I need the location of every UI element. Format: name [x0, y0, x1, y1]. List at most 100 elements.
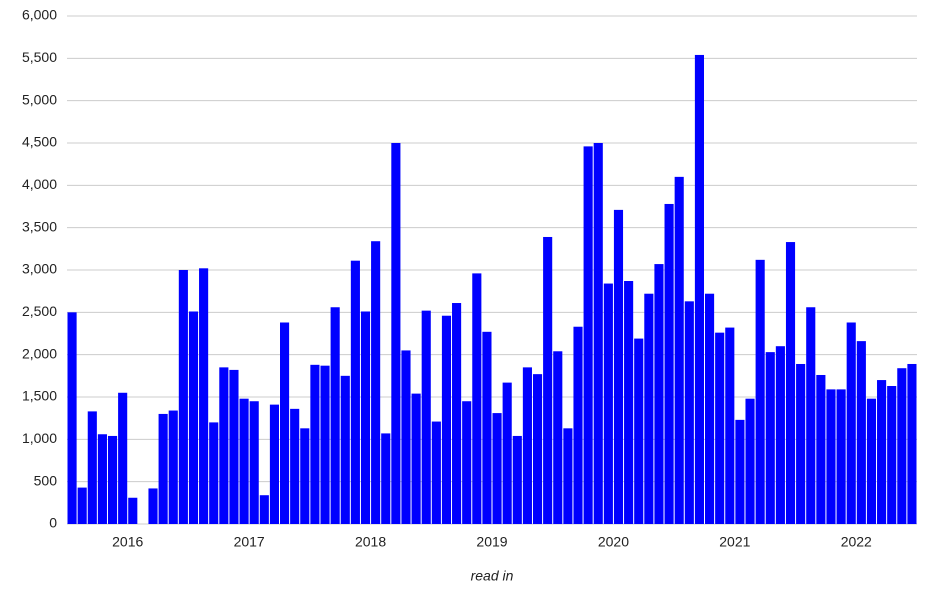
x-tick-label: 2016: [112, 534, 143, 550]
bar: [199, 268, 209, 524]
bar: [209, 422, 219, 524]
bar: [654, 264, 664, 524]
bar: [87, 411, 97, 524]
bar: [816, 374, 826, 524]
bar: [907, 363, 917, 524]
bar: [765, 352, 775, 524]
bar: [381, 433, 391, 524]
bar: [755, 259, 765, 524]
bar: [67, 312, 77, 524]
bar: [684, 301, 694, 524]
bar: [897, 368, 907, 524]
bar: [694, 54, 704, 525]
bar: [441, 315, 452, 524]
bar: [826, 389, 836, 524]
bar: [745, 398, 755, 524]
bar: [452, 303, 462, 524]
y-tick-label: 500: [34, 472, 58, 488]
bar: [593, 143, 603, 524]
bar: [856, 341, 866, 524]
y-tick-label: 5,500: [22, 49, 57, 65]
y-tick-label: 1,000: [22, 430, 57, 446]
y-tick-label: 1,500: [22, 388, 57, 404]
bar: [512, 435, 522, 524]
bar: [371, 241, 381, 525]
bar: [573, 326, 583, 524]
bar: [624, 281, 634, 524]
y-tick-label: 4,000: [22, 176, 57, 192]
x-axis-title: read in: [471, 568, 514, 584]
bar: [168, 410, 178, 524]
bar: [188, 311, 199, 524]
bar: [482, 331, 492, 524]
bar: [350, 260, 360, 524]
bar: [219, 367, 229, 524]
bar: [421, 310, 431, 524]
bar: [330, 307, 340, 524]
bar: [300, 428, 310, 524]
bar: [715, 332, 725, 524]
bar: [522, 367, 532, 524]
bar: [239, 398, 249, 524]
bar: [431, 421, 441, 524]
y-tick-label: 3,000: [22, 261, 57, 277]
y-tick-label: 6,000: [22, 7, 57, 23]
bar: [77, 487, 87, 524]
bar: [472, 273, 482, 524]
y-tick-label: 5,000: [22, 91, 57, 107]
bar: [340, 375, 350, 524]
bar: [705, 293, 715, 524]
bar: [118, 392, 128, 524]
bar: [806, 307, 816, 524]
bar: [290, 408, 300, 524]
bar: [107, 435, 118, 524]
bar: [674, 176, 684, 524]
bar: [877, 380, 887, 524]
bar: [492, 413, 502, 524]
bar: [887, 385, 897, 524]
bar: [634, 338, 644, 524]
bar: [796, 363, 806, 524]
bar: [178, 270, 188, 524]
x-tick-label: 2019: [476, 534, 507, 550]
x-tick-label: 2021: [719, 534, 750, 550]
bar: [229, 369, 239, 524]
bar: [128, 497, 138, 524]
bar: [866, 398, 877, 524]
x-tick-label: 2018: [355, 534, 386, 550]
bar: [725, 327, 735, 524]
bar: [249, 401, 259, 524]
y-tick-label: 3,500: [22, 218, 57, 234]
bar: [644, 293, 654, 524]
bar: [583, 146, 593, 525]
bar: [613, 209, 624, 525]
bar: [775, 346, 785, 524]
bar: [259, 495, 269, 524]
bar: [836, 389, 846, 524]
x-tick-label: 2022: [841, 534, 872, 550]
bar: [846, 322, 856, 524]
bar: [785, 242, 796, 524]
x-tick-label: 2017: [234, 534, 265, 550]
bar: [280, 322, 290, 524]
bar: [502, 382, 512, 524]
bar: [310, 364, 320, 524]
bar: [401, 350, 411, 524]
bar: [664, 203, 674, 524]
bar: [532, 374, 543, 524]
bar: [543, 236, 553, 525]
bar: [735, 419, 745, 524]
bar: [563, 428, 573, 524]
bar: [97, 434, 107, 524]
x-tick-label: 2020: [598, 534, 629, 550]
y-tick-label: 0: [49, 515, 57, 531]
bar: [360, 311, 371, 524]
bar: [158, 413, 168, 524]
y-tick-label: 2,000: [22, 345, 57, 361]
bar: [269, 404, 279, 524]
bar: [320, 365, 330, 524]
bar: [411, 393, 421, 524]
y-tick-label: 2,500: [22, 303, 57, 319]
y-tick-label: 4,500: [22, 134, 57, 150]
